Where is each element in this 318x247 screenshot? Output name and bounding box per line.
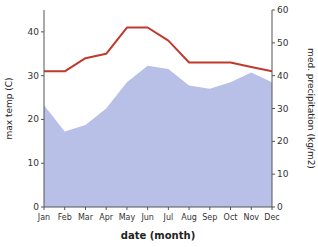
- x-tick-label: Feb: [58, 213, 72, 222]
- y-axis-line: [44, 10, 45, 207]
- y-tick-label: 10: [28, 158, 40, 168]
- x-tick-label: Jan: [37, 213, 50, 222]
- x-tick: [272, 207, 273, 210]
- y-tick: [41, 119, 44, 120]
- y2-tick: [272, 108, 275, 109]
- precip-area: [44, 66, 272, 207]
- y-tick: [41, 75, 44, 76]
- x-tick: [64, 207, 65, 210]
- x-tick-label: Apr: [99, 213, 114, 222]
- x-tick-label: Oct: [224, 213, 238, 222]
- y2-tick-label: 60: [277, 5, 289, 15]
- x-tick-label: Aug: [181, 213, 197, 222]
- y2-axis-title: med. precipitation (kg/m2): [306, 48, 316, 169]
- x-tick: [168, 207, 169, 210]
- x-tick: [106, 207, 107, 210]
- y2-tick: [272, 10, 275, 11]
- y2-tick-label: 20: [277, 136, 289, 146]
- plot-data: [44, 28, 272, 207]
- x-tick: [189, 207, 190, 210]
- x-tick-label: May: [119, 213, 136, 222]
- x-tick: [251, 207, 252, 210]
- y2-tick-label: 0: [277, 202, 283, 212]
- x-tick: [147, 207, 148, 210]
- y-tick-label: 40: [28, 27, 40, 37]
- y-tick: [41, 31, 44, 32]
- x-tick-label: Jul: [163, 213, 174, 222]
- y-axis-title: max temp (C): [4, 77, 14, 139]
- x-tick-label: Sep: [202, 213, 217, 222]
- x-tick: [85, 207, 86, 210]
- y2-tick-label: 10: [277, 169, 289, 179]
- y2-tick: [272, 141, 275, 142]
- y2-tick-label: 50: [277, 38, 289, 48]
- x-axis-title: date (month): [121, 230, 195, 241]
- y2-tick: [272, 42, 275, 43]
- x-tick-label: Jun: [140, 213, 154, 222]
- x-tick-label: Dec: [264, 213, 279, 222]
- x-tick-label: Mar: [78, 213, 94, 222]
- y-tick-label: 0: [33, 202, 39, 212]
- y2-tick: [272, 75, 275, 76]
- y-tick-label: 20: [28, 114, 40, 124]
- x-axis-line: [44, 207, 272, 208]
- y-tick-label: 30: [28, 71, 40, 81]
- temp-line: [44, 28, 272, 72]
- y-tick: [41, 163, 44, 164]
- y2-tick: [272, 174, 275, 175]
- x-tick: [126, 207, 127, 210]
- x-tick: [209, 207, 210, 210]
- y2-tick-label: 30: [277, 104, 289, 114]
- x-tick: [44, 207, 45, 210]
- y2-tick-label: 40: [277, 71, 289, 81]
- chart: 0 10 20 30 40 0 10 20 30 40 50 60 Jan Feb Mar Apr May Jun…: [0, 0, 318, 247]
- x-tick-label: Nov: [243, 213, 259, 222]
- x-tick: [230, 207, 231, 210]
